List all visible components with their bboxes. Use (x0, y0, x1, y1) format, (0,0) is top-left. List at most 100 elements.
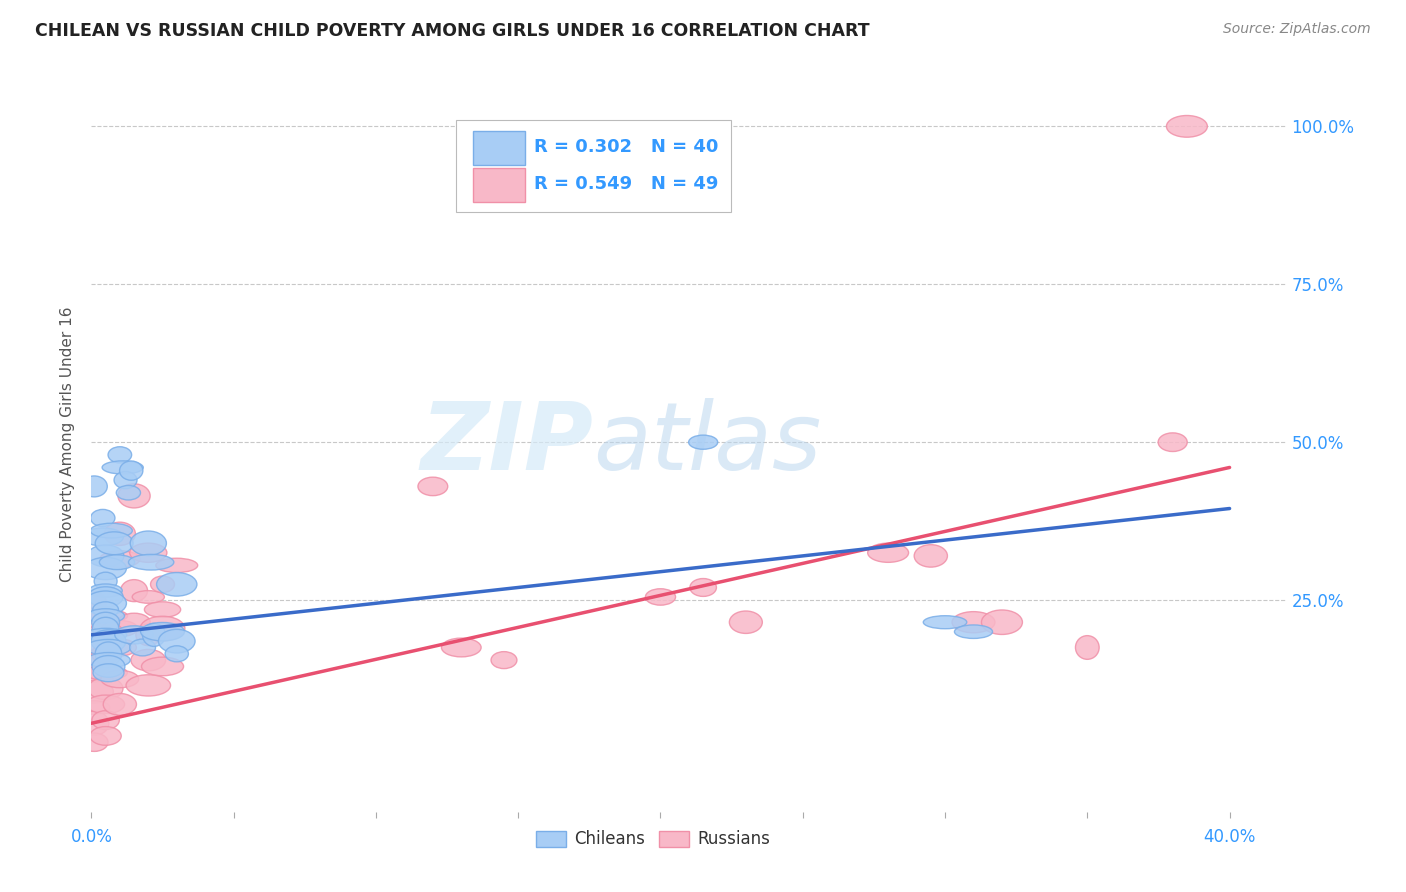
Ellipse shape (118, 483, 150, 508)
Ellipse shape (87, 608, 125, 623)
Ellipse shape (87, 623, 124, 648)
Ellipse shape (94, 572, 117, 591)
Ellipse shape (981, 610, 1022, 634)
Ellipse shape (689, 435, 717, 450)
Ellipse shape (96, 642, 122, 665)
Ellipse shape (121, 580, 148, 601)
Ellipse shape (142, 624, 166, 647)
Text: CHILEAN VS RUSSIAN CHILD POVERTY AMONG GIRLS UNDER 16 CORRELATION CHART: CHILEAN VS RUSSIAN CHILD POVERTY AMONG G… (35, 22, 870, 40)
Ellipse shape (87, 695, 125, 714)
Ellipse shape (89, 587, 124, 607)
Ellipse shape (82, 528, 124, 546)
Ellipse shape (87, 545, 124, 566)
Ellipse shape (84, 628, 127, 641)
Ellipse shape (159, 630, 195, 653)
Ellipse shape (1076, 636, 1099, 659)
Ellipse shape (1159, 433, 1187, 451)
Ellipse shape (132, 591, 165, 603)
Ellipse shape (120, 461, 143, 480)
Ellipse shape (129, 543, 167, 562)
Ellipse shape (91, 630, 127, 653)
Ellipse shape (165, 646, 188, 662)
Ellipse shape (145, 602, 180, 617)
Ellipse shape (142, 657, 184, 676)
FancyBboxPatch shape (472, 131, 526, 165)
Ellipse shape (136, 624, 160, 646)
Ellipse shape (80, 711, 108, 735)
Ellipse shape (75, 681, 114, 703)
Ellipse shape (115, 626, 153, 644)
Ellipse shape (441, 638, 481, 657)
Ellipse shape (156, 573, 197, 596)
Ellipse shape (86, 640, 131, 656)
Text: R = 0.549   N = 49: R = 0.549 N = 49 (534, 175, 718, 193)
Ellipse shape (84, 665, 128, 680)
Ellipse shape (101, 671, 139, 688)
Ellipse shape (96, 532, 134, 555)
Ellipse shape (100, 550, 141, 567)
FancyBboxPatch shape (472, 168, 526, 202)
Ellipse shape (90, 524, 132, 538)
Ellipse shape (90, 509, 115, 526)
Ellipse shape (84, 591, 127, 615)
Ellipse shape (89, 584, 122, 598)
Text: 40.0%: 40.0% (1204, 828, 1256, 846)
Ellipse shape (418, 477, 447, 496)
Ellipse shape (91, 612, 120, 632)
Ellipse shape (118, 613, 150, 632)
Ellipse shape (91, 711, 120, 730)
Ellipse shape (141, 616, 186, 640)
Ellipse shape (84, 558, 127, 580)
Text: atlas: atlas (593, 398, 821, 490)
Text: Source: ZipAtlas.com: Source: ZipAtlas.com (1223, 22, 1371, 37)
Ellipse shape (80, 733, 108, 751)
Ellipse shape (952, 612, 995, 632)
Ellipse shape (77, 650, 111, 664)
Ellipse shape (131, 649, 166, 671)
Ellipse shape (131, 531, 166, 556)
Text: 0.0%: 0.0% (70, 828, 112, 846)
Ellipse shape (1167, 115, 1208, 137)
Ellipse shape (491, 652, 517, 669)
Ellipse shape (150, 576, 174, 592)
Ellipse shape (114, 472, 136, 489)
Ellipse shape (83, 609, 128, 623)
Ellipse shape (91, 644, 120, 664)
Ellipse shape (90, 727, 121, 745)
Ellipse shape (103, 461, 143, 474)
Ellipse shape (72, 632, 117, 651)
Ellipse shape (914, 545, 948, 567)
Ellipse shape (117, 485, 141, 500)
Text: ZIP: ZIP (420, 398, 593, 490)
Ellipse shape (82, 476, 107, 497)
Ellipse shape (103, 621, 138, 637)
Ellipse shape (156, 558, 198, 573)
Ellipse shape (80, 664, 108, 682)
Ellipse shape (730, 611, 762, 633)
Ellipse shape (141, 623, 184, 641)
Ellipse shape (129, 639, 156, 656)
Ellipse shape (955, 625, 993, 639)
Ellipse shape (93, 664, 124, 681)
Ellipse shape (77, 608, 111, 630)
Ellipse shape (690, 579, 717, 597)
Ellipse shape (89, 678, 122, 699)
Ellipse shape (103, 639, 136, 656)
Ellipse shape (104, 522, 135, 545)
Ellipse shape (93, 617, 120, 640)
Ellipse shape (868, 543, 908, 562)
Ellipse shape (79, 701, 110, 714)
Ellipse shape (103, 693, 136, 715)
Ellipse shape (645, 589, 675, 605)
Ellipse shape (91, 656, 125, 677)
Ellipse shape (128, 554, 174, 570)
Ellipse shape (127, 674, 170, 696)
Ellipse shape (93, 602, 118, 617)
Y-axis label: Child Poverty Among Girls Under 16: Child Poverty Among Girls Under 16 (60, 306, 76, 582)
FancyBboxPatch shape (456, 120, 731, 212)
Ellipse shape (82, 592, 107, 615)
Ellipse shape (87, 653, 131, 668)
Ellipse shape (108, 447, 132, 463)
Text: R = 0.302   N = 40: R = 0.302 N = 40 (534, 138, 718, 156)
Legend: Chileans, Russians: Chileans, Russians (530, 823, 776, 855)
